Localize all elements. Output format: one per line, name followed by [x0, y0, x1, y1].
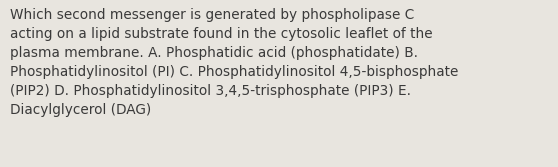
Text: Which second messenger is generated by phospholipase C
acting on a lipid substra: Which second messenger is generated by p…: [10, 8, 459, 117]
